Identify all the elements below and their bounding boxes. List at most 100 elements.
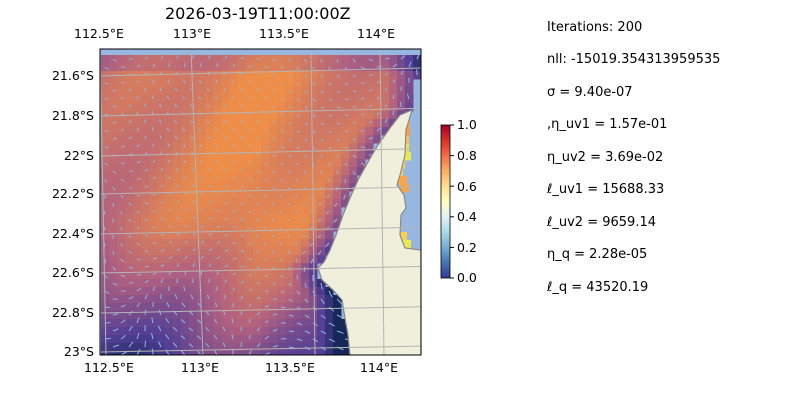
- quiver-arrow: [207, 294, 210, 300]
- field-cell: [373, 135, 382, 144]
- field-cell: [205, 95, 214, 104]
- quiver-arrow: [310, 258, 314, 264]
- quiver-arrow: [296, 130, 300, 133]
- quiver-arrow: [392, 63, 398, 68]
- field-cell: [181, 199, 190, 208]
- field-cell: [269, 63, 278, 72]
- quiver-arrow: [112, 105, 117, 108]
- field-cell: [301, 351, 310, 355]
- field-cell: [221, 279, 230, 288]
- field-cell: [205, 255, 214, 264]
- field-cell: [117, 87, 126, 96]
- field-cell: [205, 87, 214, 96]
- field-cell: [197, 135, 206, 144]
- quiver-arrow: [232, 160, 235, 164]
- field-cell: [173, 183, 182, 192]
- field-cell: [277, 167, 286, 176]
- field-cell: [189, 271, 198, 280]
- quiver-arrow: [288, 170, 291, 174]
- quiver-arrow: [256, 105, 259, 108]
- field-cell: [277, 87, 286, 96]
- quiver-arrow: [313, 354, 314, 355]
- quiver-arrow: [304, 138, 308, 142]
- quiver-arrow: [206, 104, 210, 108]
- field-cell: [309, 167, 318, 176]
- quiver-arrow: [224, 168, 227, 172]
- field-cell: [181, 343, 190, 352]
- x-tick-bottom: 114°E: [360, 360, 399, 375]
- quiver-arrow: [352, 154, 357, 158]
- quiver-arrow: [160, 278, 164, 284]
- field-cell: [205, 279, 214, 288]
- field-cell: [269, 319, 278, 328]
- quiver-arrow: [208, 168, 211, 172]
- quiver-arrow: [232, 257, 237, 260]
- quiver-arrow: [128, 104, 132, 108]
- field-cell: [181, 159, 190, 168]
- field-cell: [173, 167, 182, 176]
- field-cell: [205, 63, 214, 72]
- field-cell: [189, 287, 198, 296]
- meridian-line: [100, 49, 107, 355]
- quiver-arrow: [296, 66, 299, 70]
- field-cell: [333, 79, 342, 88]
- field-cell: [125, 311, 134, 320]
- quiver-arrow: [188, 343, 194, 348]
- field-cell: [221, 119, 230, 128]
- quiver-arrow: [216, 271, 220, 276]
- field-cell: [133, 135, 142, 144]
- field-cell: [173, 319, 182, 328]
- quiver-arrow: [302, 234, 306, 238]
- field-cell: [245, 295, 254, 304]
- field-cell: [133, 327, 142, 336]
- field-cell: [141, 311, 150, 320]
- field-cell: [213, 111, 222, 120]
- field-cell: [389, 103, 398, 112]
- quiver-arrow: [104, 146, 109, 149]
- quiver-arrow: [256, 311, 261, 316]
- field-cell: [157, 239, 166, 248]
- quiver-arrow: [320, 90, 324, 94]
- field-cell: [181, 135, 190, 144]
- quiver-arrow: [174, 88, 178, 92]
- quiver-arrow: [320, 74, 323, 78]
- field-cell: [149, 127, 158, 136]
- field-cell: [400, 184, 409, 193]
- field-cell: [109, 191, 118, 200]
- field-cell: [269, 143, 278, 152]
- field-cell: [165, 287, 174, 296]
- field-cell: [349, 63, 358, 72]
- y-tick: 21.6°S: [51, 68, 94, 83]
- field-cell: [389, 111, 398, 120]
- field-cell: [245, 303, 254, 312]
- field-cell: [229, 319, 238, 328]
- field-cell: [165, 135, 174, 144]
- info-ell-uv1: ℓ_uv1 = 15688.33: [547, 182, 665, 197]
- quiver-arrow: [120, 128, 125, 132]
- field-cell: [133, 295, 142, 304]
- quiver-arrow: [279, 226, 282, 230]
- quiver-arrow: [304, 314, 310, 319]
- quiver-arrow: [264, 129, 268, 132]
- field-cell: [397, 95, 406, 104]
- field-cell: [229, 215, 238, 224]
- field-cell: [245, 167, 254, 176]
- field-cell: [165, 343, 174, 352]
- field-cell: [277, 135, 286, 144]
- field-cell: [277, 199, 286, 208]
- field-cell: [269, 271, 278, 280]
- field-cell: [221, 207, 230, 216]
- field-cell: [213, 303, 222, 312]
- field-cell: [293, 199, 302, 208]
- field-cell: [109, 319, 118, 328]
- field-cell: [133, 335, 142, 344]
- field-cell: [341, 151, 350, 160]
- field-cell: [221, 143, 230, 152]
- field-cell: [269, 287, 278, 296]
- quiver-arrow: [280, 66, 284, 70]
- field-cell: [197, 247, 206, 256]
- quiver-arrow: [128, 88, 132, 92]
- quiver-arrow: [240, 72, 243, 76]
- field-cell: [141, 79, 150, 88]
- quiver-arrow: [224, 55, 228, 60]
